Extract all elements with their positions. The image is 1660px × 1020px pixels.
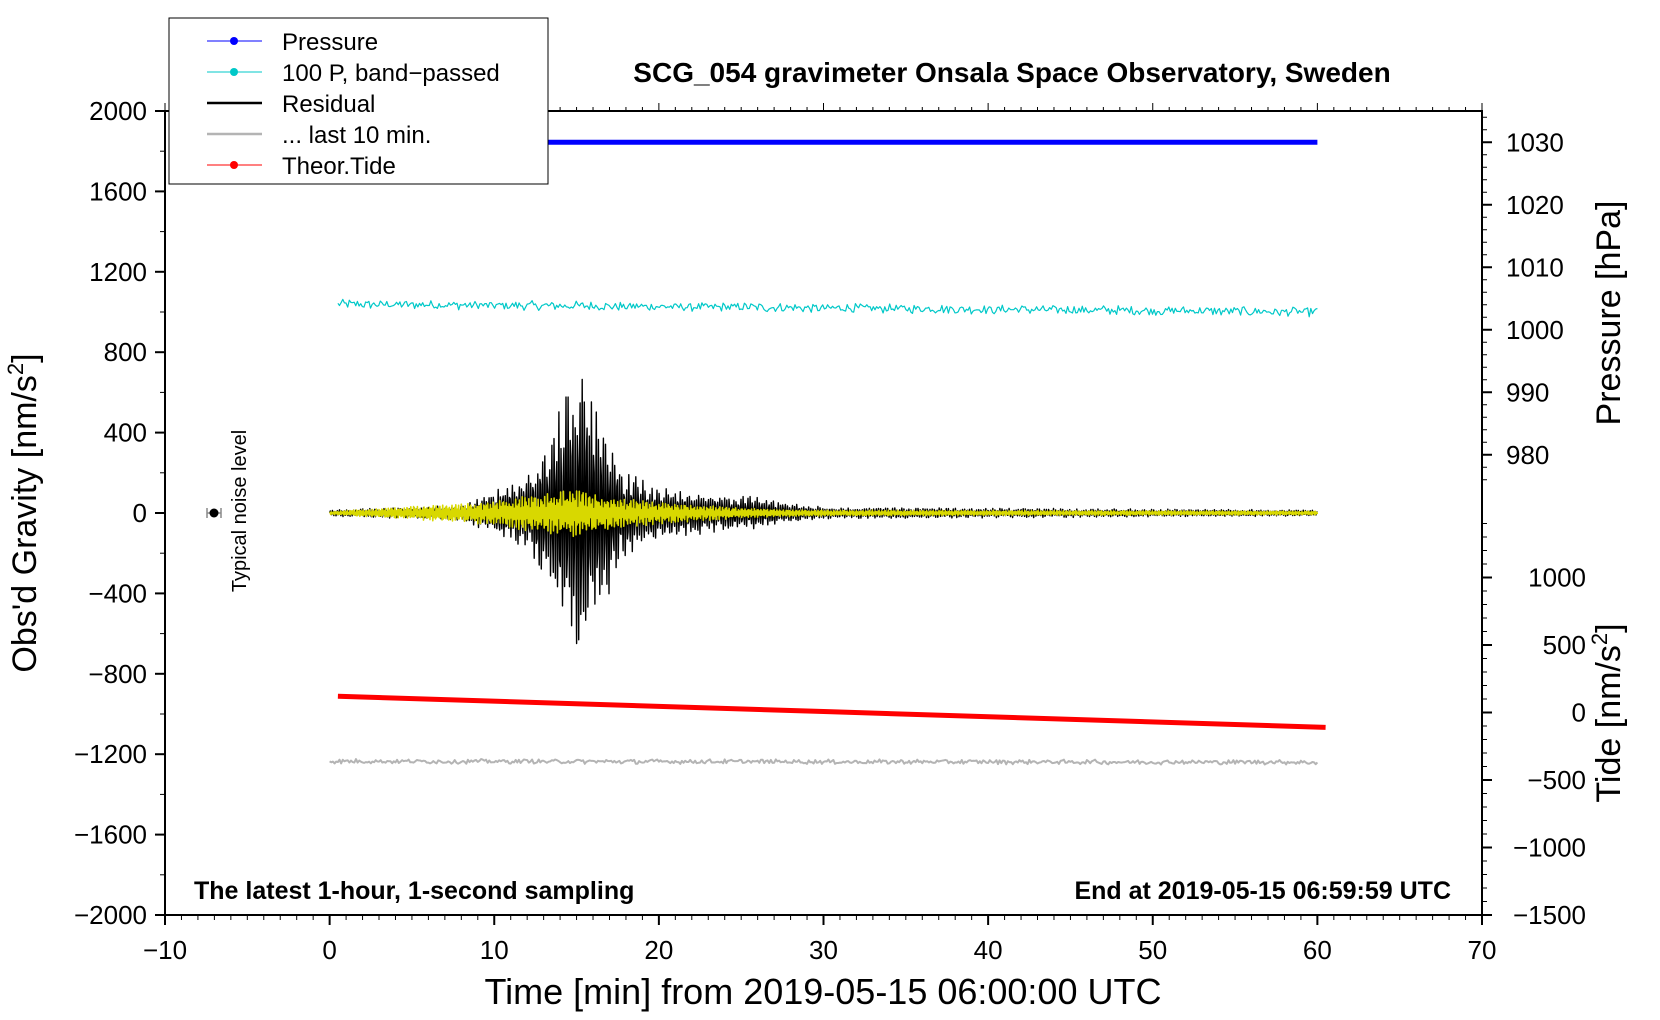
y-pressure-tick-label: 1020 — [1506, 190, 1564, 220]
series-last-10-min — [329, 758, 1319, 766]
legend-marker — [230, 37, 238, 45]
y-left-tick-label: −2000 — [74, 900, 147, 930]
y-left-tick-label: 1600 — [89, 176, 147, 206]
legend-box — [168, 17, 549, 185]
noise-level-label: Typical noise level — [229, 430, 251, 592]
x-tick-label: 10 — [480, 935, 509, 965]
y-tide-tick-label: −1500 — [1513, 900, 1586, 930]
x-tick-label: 30 — [809, 935, 838, 965]
y-tide-tick-label: 1000 — [1528, 563, 1586, 593]
x-tick-label: 70 — [1468, 935, 1497, 965]
y-axis-left-label: Obs'd Gravity [nm/s2] — [3, 353, 44, 672]
subtitle-left: The latest 1-hour, 1-second sampling — [194, 877, 634, 905]
y-pressure-tick-label: 990 — [1506, 377, 1549, 407]
x-tick-label: 0 — [322, 935, 336, 965]
y-left-tick-label: −1600 — [74, 820, 147, 850]
y-tide-tick-label: −500 — [1527, 765, 1586, 795]
x-tick-label: 20 — [644, 935, 673, 965]
legend-label: Theor.Tide — [282, 153, 396, 180]
legend-label: Residual — [282, 91, 375, 118]
y-left-tick-label: 1200 — [89, 257, 147, 287]
y-left-tick-label: 0 — [133, 498, 147, 528]
series-theor-tide — [337, 693, 1326, 730]
y-left-tick-label: −800 — [88, 659, 147, 689]
legend-label: 100 P, band−passed — [282, 60, 500, 87]
legend-label: Pressure — [282, 29, 378, 56]
y-left-tick-label: 2000 — [89, 96, 147, 126]
y-left-tick-label: −400 — [88, 578, 147, 608]
noise-level-marker — [206, 508, 222, 518]
legend: Pressure 100 P, band−passed Residual ... la… — [168, 17, 549, 185]
legend-label: ... last 10 min. — [282, 122, 431, 149]
x-tick-label: 40 — [974, 935, 1003, 965]
y-pressure-tick-label: 1030 — [1506, 127, 1564, 157]
legend-marker — [230, 161, 238, 169]
y-left-tick-label: 800 — [104, 337, 147, 367]
y-pressure-tick-label: 980 — [1506, 440, 1549, 470]
chart-title: SCG_054 gravimeter Onsala Space Observat… — [633, 57, 1390, 88]
y-tide-tick-label: 500 — [1543, 630, 1586, 660]
y-axis-pressure-label: Pressure [hPa] — [1590, 201, 1628, 426]
subtitle-right: End at 2019-05-15 06:59:59 UTC — [1074, 877, 1451, 905]
x-tick-label: 60 — [1303, 935, 1332, 965]
y-pressure-tick-label: 1000 — [1506, 315, 1564, 345]
x-tick-label: 50 — [1138, 935, 1167, 965]
series-100-p-band-passed — [337, 298, 1318, 318]
legend-marker — [230, 68, 238, 76]
y-pressure-tick-label: 1010 — [1506, 252, 1564, 282]
x-tick-label: −10 — [143, 935, 187, 965]
y-left-tick-label: 400 — [104, 418, 147, 448]
ticks-layer: −10 0 10 20 30 40 50 60 702000160012008004000−40… — [74, 96, 1586, 965]
y-tide-tick-label: −1000 — [1513, 833, 1586, 863]
series-residual-filtered — [329, 490, 1319, 538]
y-axis-tide-label: Tide [nm/s2] — [1587, 623, 1628, 802]
y-left-tick-label: −1200 — [74, 739, 147, 769]
y-tide-tick-label: 0 — [1572, 698, 1586, 728]
x-axis-label: Time [min] from 2019-05-15 06:00:00 UTC — [485, 971, 1162, 1012]
